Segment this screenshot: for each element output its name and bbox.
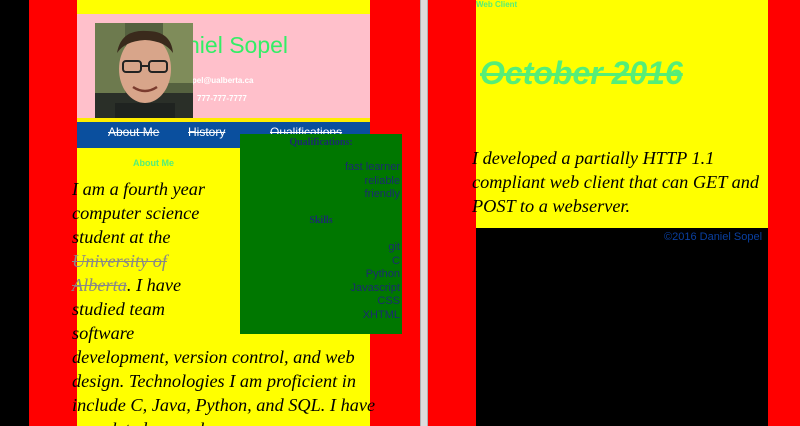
footer-copyright: ©2016 Daniel Sopel xyxy=(664,231,763,243)
right-red-margin xyxy=(768,0,800,426)
profile-email[interactable]: opel@ualberta.ca xyxy=(187,76,254,85)
right-page-pane: Web Client October 2016 I developed a pa… xyxy=(428,0,800,426)
skill-item: CSS xyxy=(377,295,400,307)
nav-history-link[interactable]: History xyxy=(188,125,226,139)
profile-photo-image xyxy=(95,23,193,119)
qualifications-title: Qualifications: xyxy=(289,137,353,148)
nav-top-strip xyxy=(77,118,370,122)
skill-item: C xyxy=(392,254,400,267)
project-card xyxy=(476,0,768,228)
project-date: October 2016 xyxy=(480,55,683,91)
profile-photo xyxy=(95,23,193,119)
nav-about-me-link[interactable]: About Me xyxy=(108,125,160,139)
pane-divider-handle[interactable] xyxy=(420,0,428,426)
profile-phone: 777-777-7777 xyxy=(197,94,247,103)
university-link[interactable]: University of Alberta xyxy=(72,251,167,295)
about-text-before: I am a fourth year computer science stud… xyxy=(72,179,206,247)
qualification-item: friendly xyxy=(364,188,400,200)
left-red-margin xyxy=(29,0,77,426)
skill-item: git xyxy=(388,241,400,253)
qualifications-panel: Qualifications: fast learner reliable fr… xyxy=(240,134,402,334)
skills-list: git C Python Javascript CSS XHTML xyxy=(350,241,400,322)
skill-item: XHTML xyxy=(362,308,400,321)
project-description: I developed a partially HTTP 1.1 complia… xyxy=(472,148,760,216)
qualification-item: fast learner xyxy=(344,161,400,173)
about-heading: About Me xyxy=(133,158,174,168)
qualifications-list: fast learner reliable friendly xyxy=(345,161,400,202)
skill-item: Javascript xyxy=(350,281,400,294)
skill-item: Python xyxy=(365,268,400,280)
skills-title: Skills xyxy=(309,215,333,226)
profile-name: niel Sopel xyxy=(187,32,289,58)
about-paragraph: I am a fourth year computer science stud… xyxy=(72,177,377,426)
about-text-after: . I have studied team software developme… xyxy=(72,275,376,426)
left-page-pane: niel Sopel opel@ualberta.ca 777-777-7777… xyxy=(29,0,420,426)
left-red-margin xyxy=(428,0,476,426)
qualification-item: reliable xyxy=(364,174,400,187)
project-title: Web Client xyxy=(476,0,518,9)
